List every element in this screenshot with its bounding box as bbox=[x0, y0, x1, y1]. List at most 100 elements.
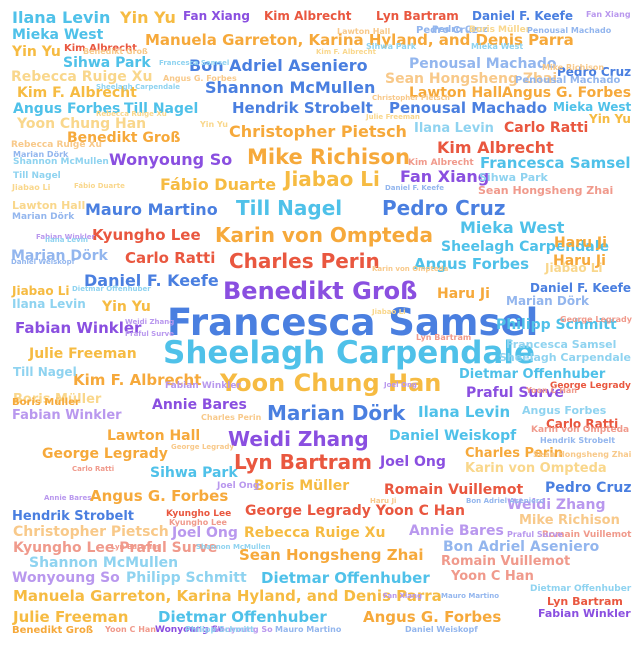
cloud-word: Marian Dörk bbox=[12, 212, 75, 222]
cloud-word: Kim F. Albrecht bbox=[17, 85, 137, 101]
cloud-word: Dietmar Offenhuber bbox=[459, 367, 606, 382]
cloud-word: Weidi Zhang bbox=[507, 497, 606, 513]
cloud-word: Benedikt Groß bbox=[12, 625, 94, 636]
cloud-word: Philipp Schmitt bbox=[185, 625, 254, 634]
cloud-word: Sihwa Park bbox=[366, 42, 417, 51]
cloud-word: Annie Bares bbox=[44, 494, 92, 502]
cloud-word: Rebecca Ruige Xu bbox=[96, 110, 167, 118]
cloud-word: Lawton Hall bbox=[12, 199, 86, 212]
cloud-word: Wonyoung So bbox=[12, 570, 120, 586]
cloud-word: Angus G. Forbes bbox=[363, 608, 502, 626]
cloud-word: Daniel Weiskopf bbox=[389, 428, 517, 444]
cloud-word: Boris Müller bbox=[12, 397, 80, 408]
cloud-word: Pedro Cruz bbox=[545, 480, 632, 496]
cloud-word: Mike Richison bbox=[519, 513, 620, 528]
cloud-word: Christopher Pietsch bbox=[229, 122, 407, 141]
cloud-word: Fan Xiang bbox=[586, 10, 631, 19]
cloud-word: Marian Dörk bbox=[506, 294, 589, 308]
cloud-word: Ilana Levin bbox=[12, 8, 111, 27]
cloud-word: Mieka West bbox=[471, 42, 524, 51]
cloud-word: Julie Freeman bbox=[366, 113, 420, 121]
cloud-word: Wonyoung So bbox=[211, 625, 273, 634]
cloud-word: Carlo Ratti bbox=[125, 249, 216, 267]
cloud-word: Joel Ong bbox=[217, 481, 260, 491]
cloud-word: Haru Ji bbox=[554, 235, 607, 251]
cloud-word: Penousal Machado bbox=[409, 56, 557, 72]
cloud-word: Haru Ji bbox=[370, 497, 397, 505]
cloud-word: Mauro Martino bbox=[441, 592, 500, 600]
cloud-word: Kim Albrecht bbox=[408, 158, 474, 168]
cloud-word: Sean Hongsheng Zhai bbox=[478, 184, 614, 197]
cloud-word: Manuela Garreton, Karina Hyland, and Den… bbox=[145, 31, 574, 49]
cloud-word: Shannon McMullen bbox=[205, 78, 376, 97]
cloud-word: Ilana Levin bbox=[414, 121, 494, 136]
cloud-word: Julie Freeman bbox=[29, 346, 137, 362]
cloud-word: Jiabao Li bbox=[12, 183, 51, 192]
cloud-word: Mieka West bbox=[460, 218, 565, 237]
cloud-word: Benedikt Groß bbox=[83, 47, 148, 56]
cloud-word: Kim F. Albrecht bbox=[316, 48, 376, 56]
cloud-word: Angus Forbes bbox=[522, 404, 607, 417]
cloud-word: Hendrik Strobelt bbox=[12, 509, 135, 524]
cloud-word: Haru Ji bbox=[553, 253, 606, 269]
cloud-word: Marian Dörk bbox=[11, 248, 108, 264]
cloud-word: Kim F. Albrecht bbox=[73, 371, 202, 389]
cloud-word: Bon Adriel Aseniero bbox=[189, 56, 368, 75]
cloud-word: Karin von Ompteda bbox=[531, 425, 630, 435]
cloud-word: Angus G. Forbes bbox=[502, 85, 632, 101]
cloud-word: Praful Surve bbox=[466, 385, 564, 401]
cloud-word: Philipp Schmitt bbox=[496, 317, 617, 333]
cloud-word: Fan Xiang bbox=[183, 9, 250, 23]
cloud-word: Christopher Pietsch bbox=[13, 524, 169, 540]
cloud-word: Fabian Winkler bbox=[538, 607, 631, 620]
cloud-word: Benedikt Groß bbox=[67, 130, 181, 146]
cloud-word: Yin Yu bbox=[200, 120, 228, 129]
cloud-word: Pedro Cruz bbox=[432, 25, 488, 35]
cloud-word: Dietmar Offenhuber bbox=[530, 584, 632, 594]
cloud-word: George Legrady bbox=[42, 446, 168, 462]
cloud-word: Yoon C Han bbox=[526, 386, 577, 395]
cloud-word: Daniel F. Keefe bbox=[530, 281, 632, 295]
cloud-word: Annie Bares bbox=[152, 397, 247, 413]
cloud-word: Ilana Levin bbox=[12, 297, 86, 311]
cloud-word: Till Nagel bbox=[124, 101, 199, 117]
cloud-word: Till Nagel bbox=[13, 171, 61, 181]
cloud-word: Boris Müller bbox=[13, 392, 102, 407]
cloud-word: Jiabao Li bbox=[372, 308, 406, 316]
cloud-word: Romain Vuillemot bbox=[542, 530, 632, 540]
cloud-word: Sheelagh Carpendale bbox=[163, 335, 536, 371]
cloud-word: Romain Vuillemot bbox=[441, 554, 571, 569]
cloud-word: Yin Yu bbox=[120, 8, 176, 27]
cloud-word: Yoon Chung Han bbox=[17, 116, 147, 132]
cloud-word: Annie Bares bbox=[409, 523, 504, 539]
cloud-word: Kim Albrecht bbox=[264, 9, 352, 23]
cloud-word: Benedikt Groß bbox=[223, 277, 418, 305]
cloud-word: Lyn Bartram bbox=[376, 9, 459, 23]
cloud-word: Fabian Winkler bbox=[165, 381, 241, 391]
cloud-word: Weidi Zhang bbox=[228, 427, 369, 451]
cloud-word: Yin Yu bbox=[12, 44, 61, 60]
cloud-word: Daniel F. Keefe bbox=[472, 9, 574, 23]
cloud-word: Rebecca Ruige Xu bbox=[244, 525, 386, 541]
cloud-word: Romain Vuillemot bbox=[384, 482, 524, 498]
cloud-word: Shannon McMullen bbox=[196, 543, 271, 551]
cloud-word: Daniel Weiskopf bbox=[11, 258, 75, 266]
cloud-word: Lyn Bartram bbox=[111, 543, 160, 551]
cloud-word: Kim Albrecht bbox=[437, 138, 554, 157]
cloud-word: Carlo Ratti bbox=[504, 120, 589, 136]
cloud-word: Wonyoung So bbox=[155, 625, 225, 635]
cloud-word: Bon Adriel Aseniero bbox=[443, 539, 600, 555]
cloud-word: Angus Forbes bbox=[414, 255, 530, 273]
cloud-word: George Legrady Yoon C Han bbox=[245, 503, 465, 519]
cloud-word: Fábio Duarte bbox=[74, 182, 125, 190]
cloud-word: Mike Richison bbox=[247, 145, 410, 169]
cloud-word: Julie Freeman bbox=[13, 608, 129, 626]
cloud-word: Pedro Cruz bbox=[557, 65, 632, 79]
cloud-word: Lyn Bartram bbox=[234, 450, 372, 474]
cloud-word: Hendrik Strobelt bbox=[540, 436, 616, 445]
cloud-word: Joel Ong bbox=[172, 525, 238, 541]
cloud-word: Kyungho Lee bbox=[169, 518, 227, 527]
cloud-word: Karin von Ompteda bbox=[465, 461, 607, 476]
cloud-word: Jiabao Li bbox=[545, 261, 603, 275]
cloud-word: Fabian Winkler bbox=[36, 233, 96, 241]
